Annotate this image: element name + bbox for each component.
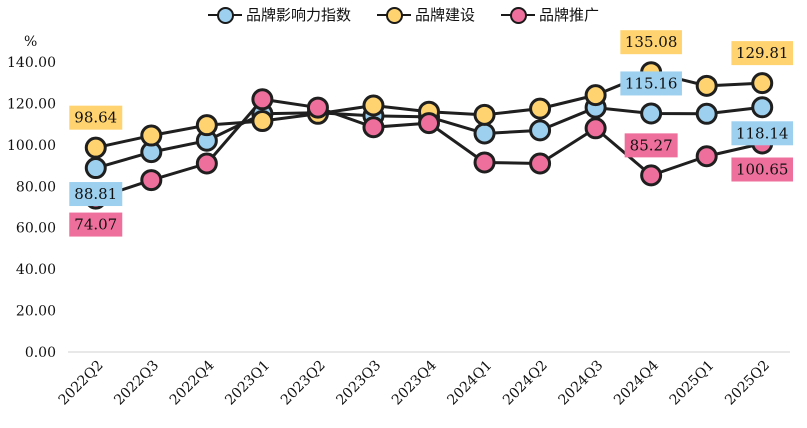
x-tick-label: 2023Q2: [278, 358, 329, 409]
data-point: [195, 114, 218, 137]
data-point: [529, 152, 552, 175]
data-label: 118.14: [736, 124, 789, 142]
data-label-box: [620, 71, 682, 96]
legend-marker-icon: [501, 6, 535, 24]
legend-label: 品牌建设: [414, 6, 475, 24]
data-label-box: [624, 133, 678, 158]
data-label-box: [69, 212, 123, 237]
y-tick-label: 100.00: [7, 138, 56, 154]
data-label: 135.08: [625, 33, 678, 51]
x-tick-label: 2024Q3: [556, 358, 607, 409]
data-point: [529, 119, 552, 142]
data-point: [84, 157, 107, 180]
data-point: [695, 145, 718, 168]
y-tick-label: 0.00: [25, 345, 56, 361]
data-point: [473, 122, 496, 145]
data-point: [584, 84, 607, 107]
x-tick-label: 2022Q3: [111, 358, 162, 409]
x-tick-label: 2025Q2: [722, 358, 773, 409]
legend-label: 品牌影响力指数: [245, 6, 351, 24]
data-point: [251, 88, 274, 111]
data-label: 129.81: [736, 44, 789, 62]
data-label: 88.81: [74, 185, 117, 203]
data-point: [140, 169, 163, 192]
data-label: 115.16: [625, 74, 678, 92]
data-point: [584, 117, 607, 140]
data-point: [473, 151, 496, 174]
legend-marker-icon: [376, 6, 411, 24]
data-point: [140, 124, 163, 147]
data-point: [473, 103, 496, 126]
legend-item-brand-influence: 品牌影响力指数: [207, 4, 351, 25]
data-point: [418, 112, 440, 135]
data-point: [695, 102, 718, 125]
data-point: [640, 164, 663, 187]
data-label: 85.27: [630, 136, 673, 154]
data-label-box: [69, 105, 123, 130]
data-point: [362, 94, 385, 117]
data-point: [695, 74, 718, 97]
x-tick-label: 2025Q1: [667, 358, 718, 409]
x-tick-label: 2023Q4: [389, 357, 440, 408]
data-point: [84, 136, 107, 159]
data-point: [751, 96, 774, 119]
y-tick-label: 60.00: [16, 221, 56, 237]
y-axis-unit: %: [24, 34, 38, 50]
x-tick-label: 2023Q3: [333, 358, 384, 409]
data-point: [640, 102, 663, 125]
data-point: [751, 72, 774, 95]
data-label-box: [731, 157, 794, 182]
data-point: [529, 97, 552, 120]
data-label-box: [731, 41, 794, 66]
x-tick-label: 2022Q2: [56, 358, 107, 409]
legend-item-brand-promotion: 品牌推广: [501, 4, 599, 25]
chart-legend: 品牌影响力指数 品牌建设 品牌推广: [0, 4, 807, 25]
data-point: [251, 110, 274, 133]
data-label-box: [69, 182, 123, 207]
data-label: 98.64: [74, 109, 117, 127]
legend-label: 品牌推广: [539, 6, 600, 24]
legend-marker-icon: [207, 6, 242, 24]
x-tick-label: 2024Q2: [500, 358, 551, 409]
x-tick-label: 2022Q4: [167, 357, 218, 408]
data-point: [306, 96, 329, 119]
data-point: [195, 152, 218, 175]
y-tick-label: 20.00: [16, 304, 56, 320]
y-tick-label: 140.00: [7, 55, 56, 71]
y-tick-label: 80.00: [16, 179, 56, 195]
data-label-box: [731, 121, 794, 146]
x-tick-label: 2024Q1: [444, 358, 495, 409]
data-point: [362, 116, 385, 139]
data-label: 74.07: [74, 216, 117, 234]
y-tick-label: 120.00: [7, 96, 56, 112]
y-tick-label: 40.00: [16, 262, 56, 278]
x-tick-label: 2023Q1: [222, 358, 273, 409]
x-tick-label: 2024Q4: [611, 357, 662, 408]
legend-item-brand-building: 品牌建设: [376, 4, 475, 25]
data-label-box: [620, 30, 682, 55]
data-label: 100.65: [736, 161, 789, 179]
